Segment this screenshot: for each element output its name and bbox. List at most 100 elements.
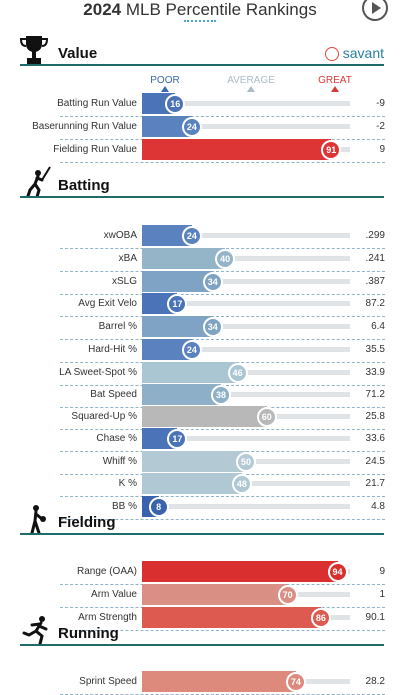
metric-row: 24 Hard-Hit % 35.5 <box>0 339 400 363</box>
metric-label: BB % <box>111 501 137 512</box>
percentile-track <box>142 124 350 129</box>
metric-row: 34 xSLG .387 <box>0 271 400 295</box>
metric-value: 24.5 <box>365 456 385 467</box>
section-divider <box>20 196 384 198</box>
metric-row: 86 Arm Strength 90.1 <box>0 607 400 631</box>
metric-row: 17 Chase % 33.6 <box>0 428 400 452</box>
metric-value: .241 <box>365 253 385 264</box>
metric-row: 94 Range (OAA) 9 <box>0 561 400 585</box>
savant-label: savant <box>342 45 384 61</box>
percentile-bar <box>142 584 288 605</box>
metric-label: Arm Strength <box>78 612 137 623</box>
metric-value: 9 <box>379 566 385 577</box>
percentile-track <box>142 504 350 509</box>
percentile-track <box>142 101 350 106</box>
percentile-bar <box>142 607 321 628</box>
metric-label: Barrel % <box>98 321 137 332</box>
percentile-badge: 38 <box>211 385 232 405</box>
row-divider <box>60 162 385 163</box>
metric-label: Squared-Up % <box>71 411 137 422</box>
metric-label: Fielding Run Value <box>53 144 137 155</box>
metric-row: 46 LA Sweet-Spot % 33.9 <box>0 362 400 386</box>
percentile-badge: 46 <box>227 363 248 383</box>
metric-value: 28.2 <box>365 676 385 687</box>
metric-label: Bat Speed <box>90 389 137 400</box>
percentile-bar <box>142 271 213 292</box>
metric-value: .387 <box>365 276 385 287</box>
scale-average-marker <box>247 86 255 92</box>
percentile-badge: 48 <box>231 474 252 494</box>
percentile-badge: 17 <box>167 294 188 314</box>
percentile-badge: 50 <box>236 452 256 472</box>
scale-great-text: GREAT <box>318 75 352 86</box>
page-title: 2024 MLB Percentile Rankings <box>0 0 400 20</box>
percentile-badge: 74 <box>285 672 306 692</box>
percentile-track <box>142 279 350 284</box>
percentile-badge: 34 <box>202 272 223 292</box>
section-divider <box>20 533 384 535</box>
percentile-badge: 94 <box>327 562 348 582</box>
title-label: MLB Percentile Rankings <box>125 0 317 19</box>
percentile-bar <box>142 362 238 383</box>
scale-poor-marker <box>161 86 169 92</box>
year-label: 2024 <box>83 0 122 19</box>
percentile-bar <box>142 473 242 494</box>
row-divider <box>60 630 385 631</box>
section-divider <box>20 64 384 66</box>
section-title: Value <box>58 45 98 62</box>
percentile-track <box>142 233 350 238</box>
metric-label: Avg Exit Velo <box>78 298 137 309</box>
metric-row: 16 Batting Run Value -9 <box>0 93 400 117</box>
row-divider <box>60 519 385 520</box>
metric-value: 21.7 <box>365 478 385 489</box>
metric-value: 33.9 <box>365 367 385 378</box>
scale-great-label: GREAT <box>300 75 370 92</box>
runner-icon <box>20 614 52 646</box>
batter-icon <box>20 166 52 199</box>
metric-value: 33.6 <box>365 433 385 444</box>
row-divider <box>60 116 385 117</box>
percentile-bar <box>142 316 213 337</box>
metric-row: 74 Sprint Speed 28.2 <box>0 671 400 695</box>
metric-label: Whiff % <box>102 456 137 467</box>
metric-label: xSLG <box>111 276 137 287</box>
metric-value: -2 <box>376 121 385 132</box>
metric-value: 71.2 <box>365 389 385 400</box>
metric-value: 90.1 <box>365 612 385 623</box>
percentile-badge: 24 <box>181 117 202 137</box>
row-divider <box>60 496 385 497</box>
metric-row: 40 xBA .241 <box>0 248 400 272</box>
section-title: Running <box>58 625 119 642</box>
percentile-track <box>142 256 350 261</box>
play-icon[interactable] <box>362 0 388 21</box>
percentile-bar <box>142 406 267 427</box>
percentile-bar <box>142 225 192 246</box>
percentile-track <box>142 301 350 306</box>
row-divider <box>60 271 385 272</box>
percentile-badge: 40 <box>215 249 236 269</box>
percentile-badge: 8 <box>148 497 169 517</box>
percentile-badge: 16 <box>165 94 186 114</box>
percentile-badge: 24 <box>181 340 202 360</box>
metric-value: .299 <box>365 230 385 241</box>
savant-logo[interactable]: savant <box>324 45 384 61</box>
percentile-badge: 34 <box>202 317 223 337</box>
metric-value: 6.4 <box>371 321 385 332</box>
percentile-bar <box>142 561 338 582</box>
row-divider <box>60 316 385 317</box>
metric-row: 24 xwOBA .299 <box>0 225 400 249</box>
fielder-icon <box>20 503 52 535</box>
metric-label: Arm Value <box>91 589 137 600</box>
row-divider <box>60 429 385 430</box>
percentile-bar <box>142 139 332 160</box>
page-header: 2024 MLB Percentile Rankings <box>0 0 400 28</box>
baseball-icon <box>324 47 339 61</box>
percentile-badge: 86 <box>310 608 331 628</box>
metric-value: 9 <box>379 144 385 155</box>
percentile-badge: 91 <box>321 140 342 160</box>
scale-great-marker <box>331 86 339 92</box>
metric-value: 1 <box>379 589 385 600</box>
metric-label: Sprint Speed <box>79 676 137 687</box>
metric-label: Range (OAA) <box>76 566 137 577</box>
metric-value: 4.8 <box>371 501 385 512</box>
